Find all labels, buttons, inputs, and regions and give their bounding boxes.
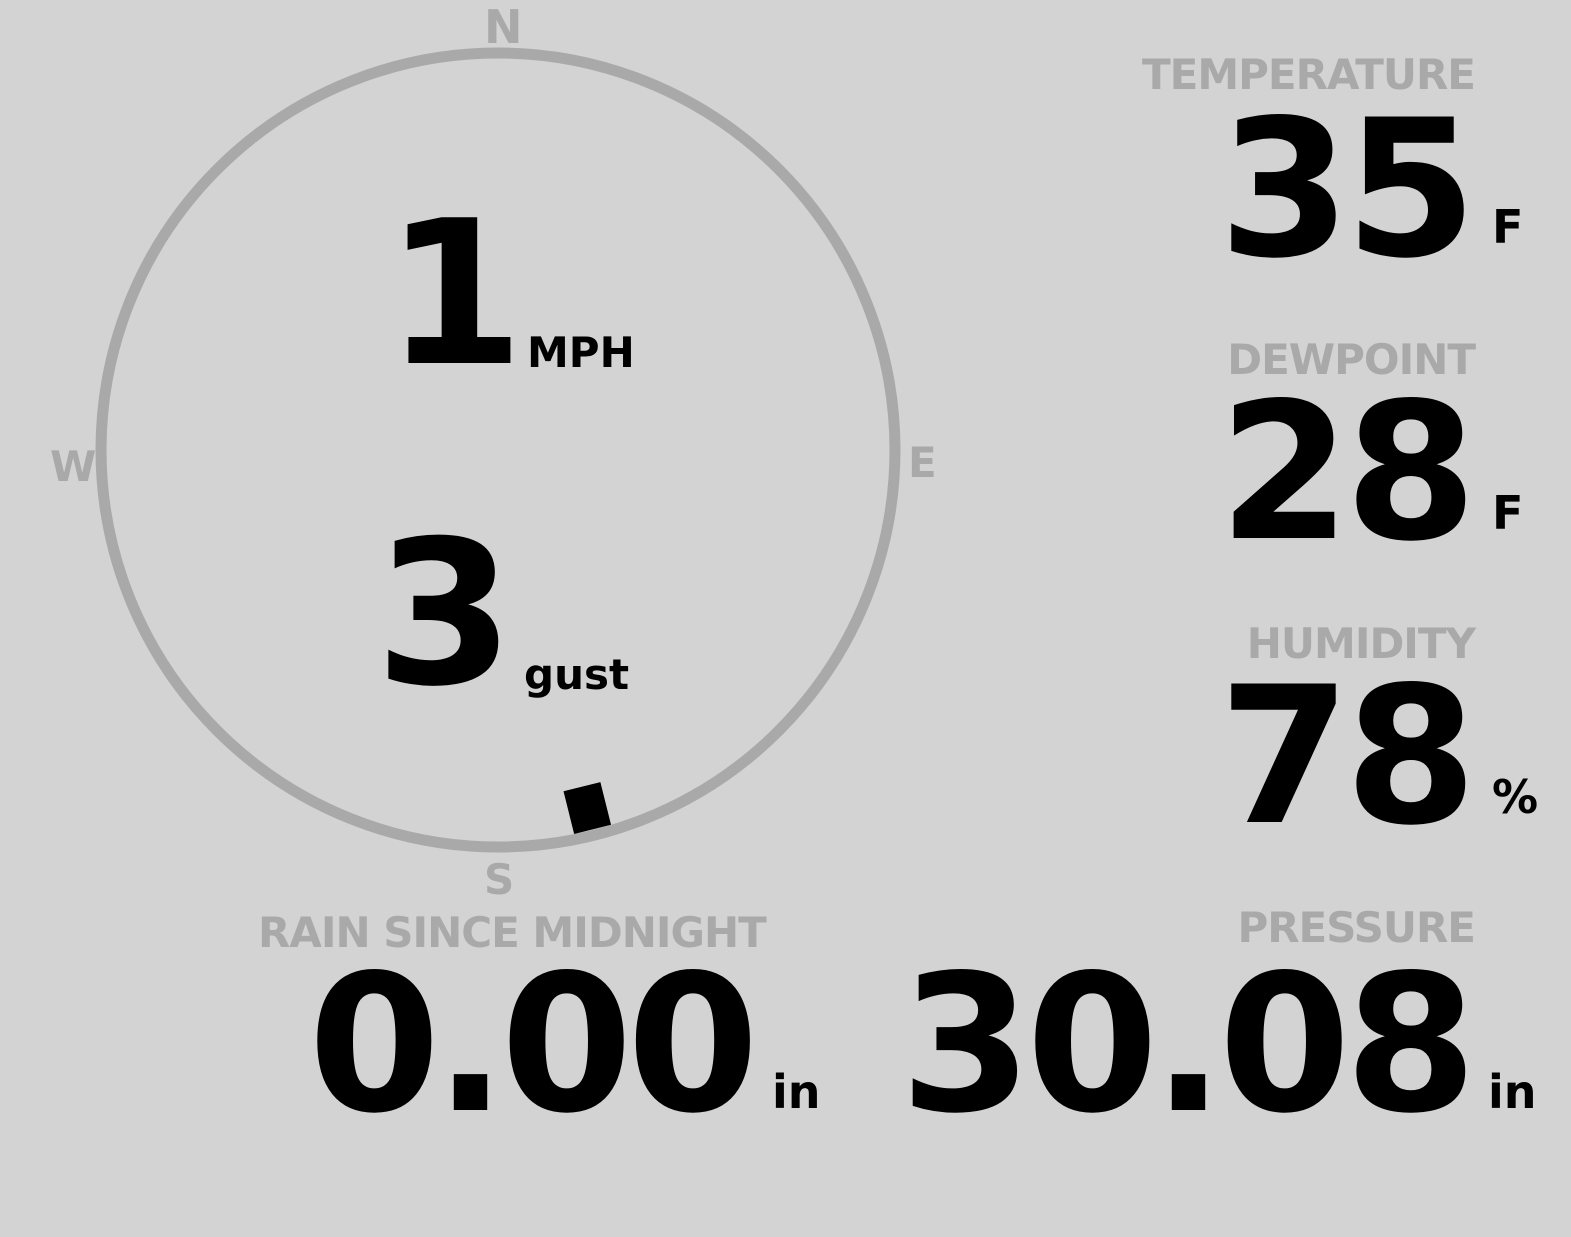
wind-speed-unit: MPH [527,328,635,377]
temperature-label: TEMPERATURE [1142,50,1476,99]
dewpoint-label: DEWPOINT [1227,335,1476,384]
pressure-value: 30.08 [900,934,1477,1155]
dewpoint-unit: F [1492,486,1524,540]
humidity-unit: % [1492,770,1539,824]
pressure-unit: in [1488,1065,1537,1119]
compass-west-label: W [50,442,97,491]
rain-unit: in [772,1065,821,1119]
wind-direction-marker [563,782,612,834]
rain-value: 0.00 [308,934,759,1155]
compass-ring [95,47,901,853]
wind-gust-value: 3 [375,498,514,731]
pressure-label: PRESSURE [1237,903,1476,952]
wind-gust-unit: gust [524,650,630,699]
wind-speed-value: 1 [385,178,524,411]
humidity-label: HUMIDITY [1246,619,1476,668]
temperature-unit: F [1492,200,1524,254]
humidity-value: 78 [1218,646,1477,867]
compass-south-label: S [484,855,515,904]
compass-north-label: N [484,0,523,54]
dewpoint-value: 28 [1218,362,1477,583]
rain-label: RAIN SINCE MIDNIGHT [258,908,767,957]
temperature-value: 35 [1218,79,1477,300]
compass-east-label: E [908,438,937,487]
